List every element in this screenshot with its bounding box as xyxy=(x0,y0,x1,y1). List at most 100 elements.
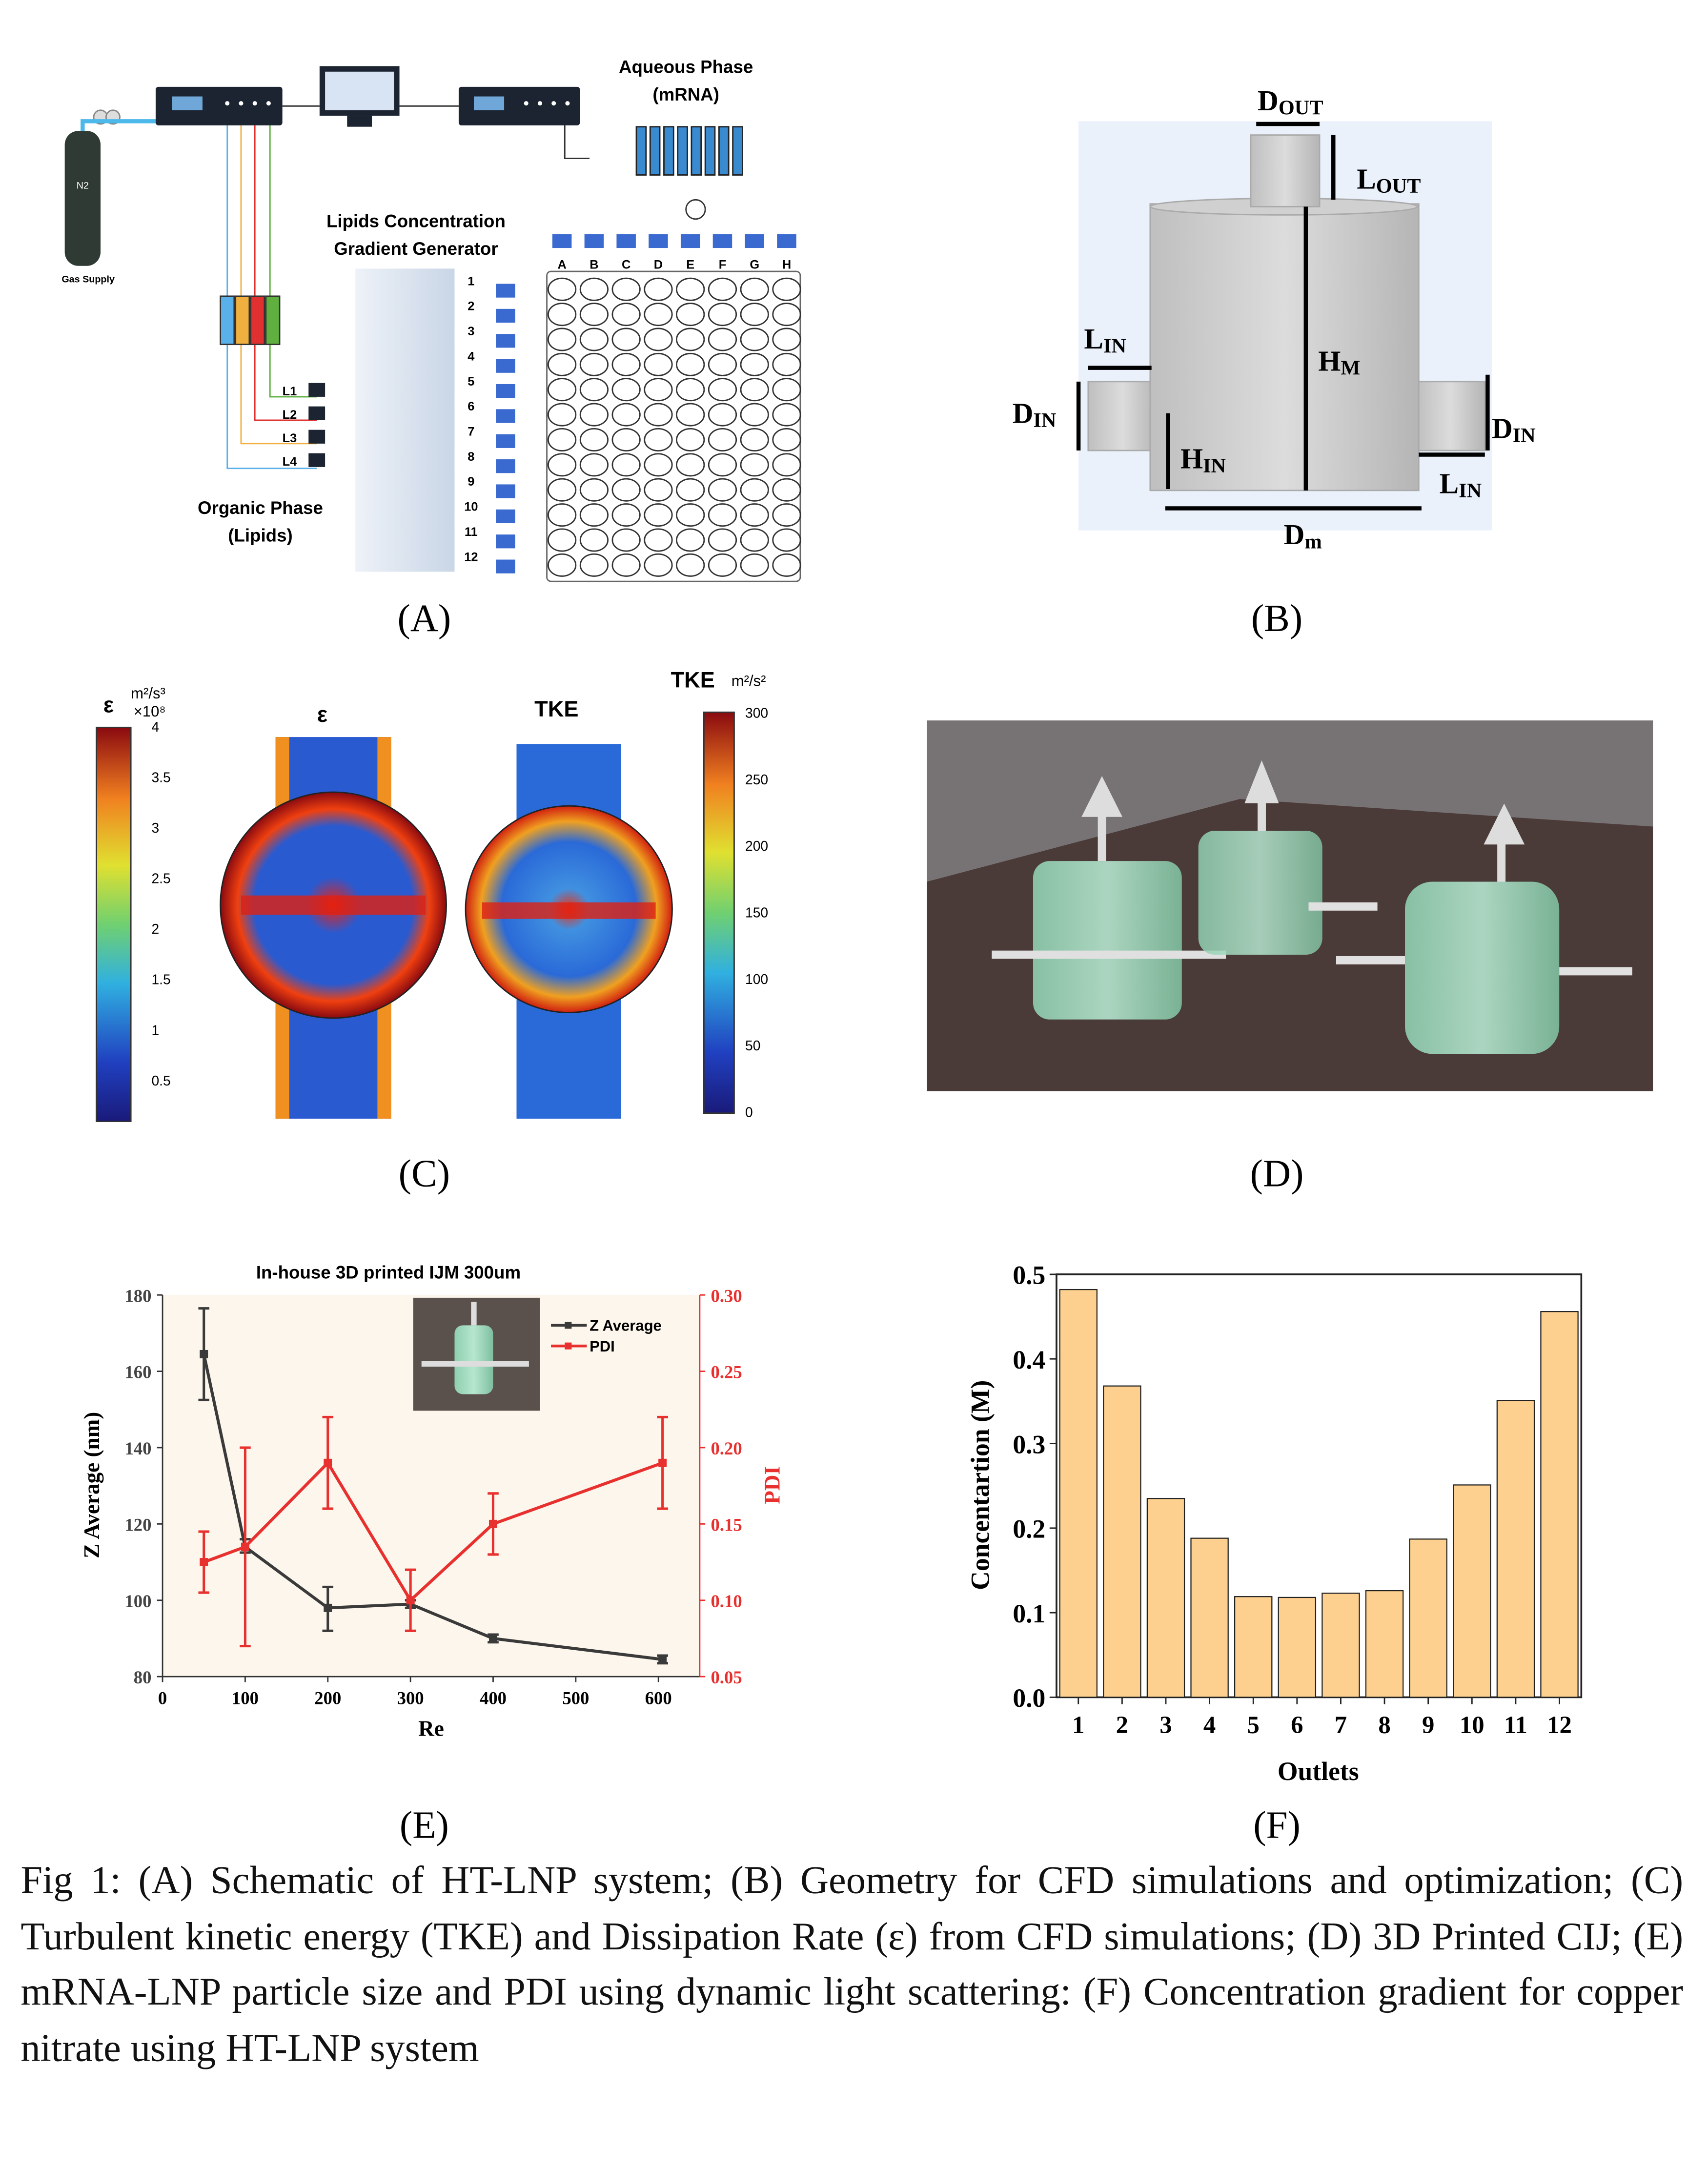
x-tick-label: 6 xyxy=(1291,1711,1303,1739)
plate-row-label: 7 xyxy=(468,425,474,439)
well xyxy=(644,528,673,552)
bar xyxy=(1103,1385,1141,1698)
mixer-icon xyxy=(496,559,515,573)
aqueous-phase-sublabel: (mRNA) xyxy=(652,84,719,104)
tke-tick: 300 xyxy=(745,705,768,721)
y-tick-label: 160 xyxy=(124,1362,151,1382)
y2-tick-label: 0.25 xyxy=(711,1362,742,1382)
tke-plot-title: TKE xyxy=(534,696,578,721)
mixer-icon xyxy=(552,234,572,248)
tke-colorbar xyxy=(703,711,735,1114)
syringe xyxy=(691,126,702,176)
tke-tick: 200 xyxy=(745,838,768,854)
well xyxy=(740,553,769,577)
x-tick-label: 1 xyxy=(1072,1711,1084,1739)
well xyxy=(676,303,705,327)
aqueous-phase-label: Aqueous Phase xyxy=(619,57,753,77)
h-in-label: HIN xyxy=(1180,443,1226,477)
well xyxy=(676,403,705,427)
mixer-icon xyxy=(496,484,515,498)
well-plate xyxy=(546,270,801,582)
data-point xyxy=(658,1655,667,1664)
well xyxy=(579,403,609,427)
well xyxy=(676,503,705,527)
well xyxy=(708,303,737,327)
lipid-line-label: L2 xyxy=(283,408,297,422)
l-out-label: LOUT xyxy=(1357,163,1421,198)
bar xyxy=(1496,1400,1535,1698)
panel-d-photo xyxy=(927,720,1653,1091)
y-tick-label: 80 xyxy=(134,1667,152,1687)
x-tick-label: 2 xyxy=(1116,1711,1128,1739)
well xyxy=(708,478,737,502)
well xyxy=(644,303,673,327)
plate-row-label: 11 xyxy=(465,525,478,539)
legend-marker xyxy=(565,1322,572,1329)
chart-f-xlabel: Outlets xyxy=(1278,1757,1359,1786)
x-tick-label: 5 xyxy=(1247,1711,1260,1739)
well xyxy=(579,453,609,477)
well xyxy=(644,328,673,351)
mixer-icon xyxy=(712,234,732,248)
valve-icon xyxy=(308,453,325,467)
y-tick-label: 0.5 xyxy=(1013,1261,1045,1290)
x-tick-label: 10 xyxy=(1460,1711,1484,1739)
y-tick-label: 0.1 xyxy=(1013,1599,1045,1628)
eps-tick: 2.5 xyxy=(151,871,170,886)
bar xyxy=(1146,1498,1185,1698)
panel-b-geometry: DOUT LOUT HM LIN DIN HIN DIN LIN Dm xyxy=(1013,84,1536,553)
well xyxy=(547,528,577,552)
panel-label-e: (E) xyxy=(399,1804,449,1848)
well xyxy=(740,528,769,552)
plate-row-label: 9 xyxy=(468,475,474,489)
mixer-icon xyxy=(745,234,764,248)
well xyxy=(708,378,737,402)
panel-f-chart: 1 2 3 4 5 6 7 8 9 10 11 120.00.10.20.30.40.5 Outlet… xyxy=(966,1261,1583,1786)
x-tick-label: 3 xyxy=(1159,1711,1172,1739)
syringe xyxy=(649,126,661,176)
bar xyxy=(1059,1289,1098,1698)
plate-column-label: H xyxy=(782,258,791,271)
tke-tick: 100 xyxy=(745,971,768,987)
valve-icon xyxy=(308,383,325,397)
well xyxy=(547,378,577,402)
well xyxy=(547,303,577,327)
data-point xyxy=(324,1458,332,1467)
gas-supply-label: Gas Supply xyxy=(61,274,115,285)
mixer-icon xyxy=(496,284,515,298)
x-tick-label: 7 xyxy=(1335,1711,1347,1739)
well xyxy=(547,553,577,577)
syringe xyxy=(677,126,688,176)
well xyxy=(772,553,801,577)
tke-tick: 150 xyxy=(745,905,768,921)
mixer-icon xyxy=(680,234,700,248)
well xyxy=(676,277,705,301)
epsilon-units: m²/s³ xyxy=(131,685,165,702)
lipid-line-label: L1 xyxy=(283,385,297,398)
well xyxy=(644,403,673,427)
mixer-icon xyxy=(649,234,668,248)
epsilon-scale: ×10⁸ xyxy=(134,703,166,720)
tke-tick: 250 xyxy=(745,772,768,787)
plate-column-label: G xyxy=(750,258,759,271)
bar xyxy=(1322,1593,1360,1698)
valve-icon xyxy=(308,430,325,444)
d-m-label: Dm xyxy=(1284,518,1322,553)
well xyxy=(740,478,769,502)
well xyxy=(644,553,673,577)
plot-frame xyxy=(1056,1273,1583,1699)
well xyxy=(676,553,705,577)
d-in-label-left: DIN xyxy=(1013,397,1057,432)
mixer-icon xyxy=(496,434,515,448)
well xyxy=(547,403,577,427)
well xyxy=(644,378,673,402)
y-tick-label: 180 xyxy=(124,1286,151,1306)
well xyxy=(708,428,737,451)
h-m-label: HM xyxy=(1318,345,1360,379)
well xyxy=(644,277,673,301)
valve-icon xyxy=(685,199,706,220)
data-point xyxy=(200,1350,208,1358)
well xyxy=(611,328,641,351)
bar xyxy=(1278,1597,1317,1698)
well xyxy=(579,303,609,327)
